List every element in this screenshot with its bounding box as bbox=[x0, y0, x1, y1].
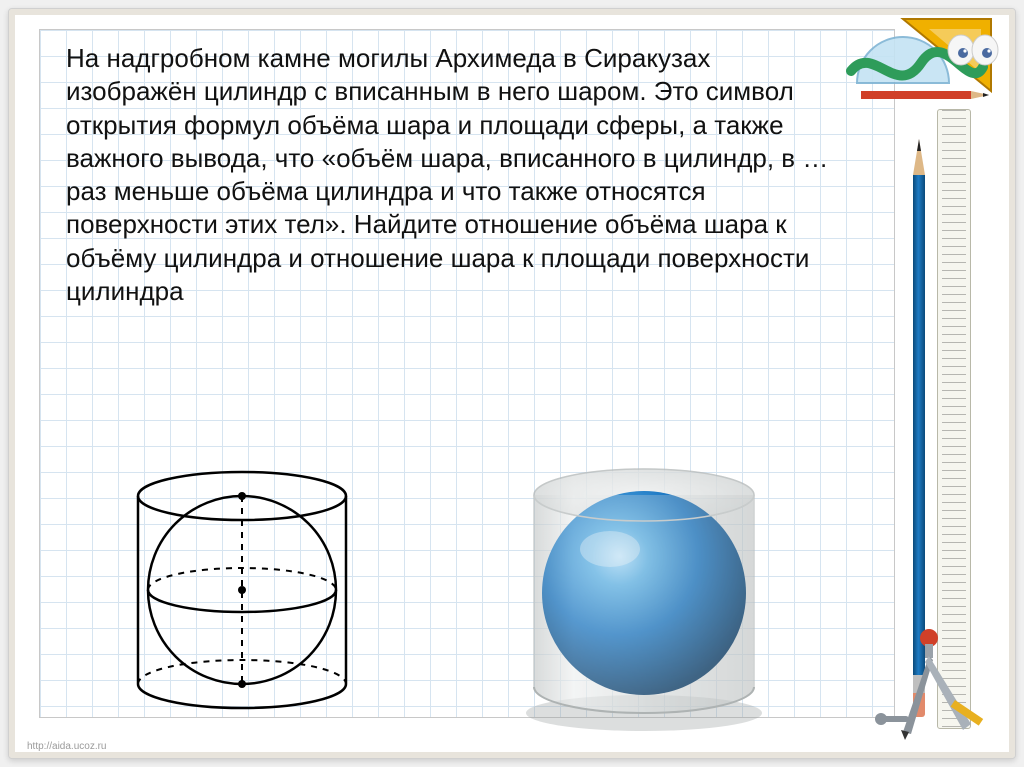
geometry-tools-icon bbox=[843, 13, 993, 123]
compass-icon bbox=[875, 620, 1005, 740]
problem-text: На надгробном камне могилы Архимеда в Си… bbox=[66, 42, 846, 308]
diagrams-row bbox=[92, 460, 874, 707]
eyes-icon bbox=[945, 33, 1001, 67]
wireframe-diagram bbox=[92, 460, 392, 720]
watermark-text: http://aida.ucoz.ru bbox=[27, 741, 107, 752]
outer-frame: На надгробном камне могилы Архимеда в Си… bbox=[8, 8, 1016, 759]
slide-area: На надгробном камне могилы Архимеда в Си… bbox=[39, 29, 895, 718]
rendered-diagram bbox=[492, 460, 792, 730]
